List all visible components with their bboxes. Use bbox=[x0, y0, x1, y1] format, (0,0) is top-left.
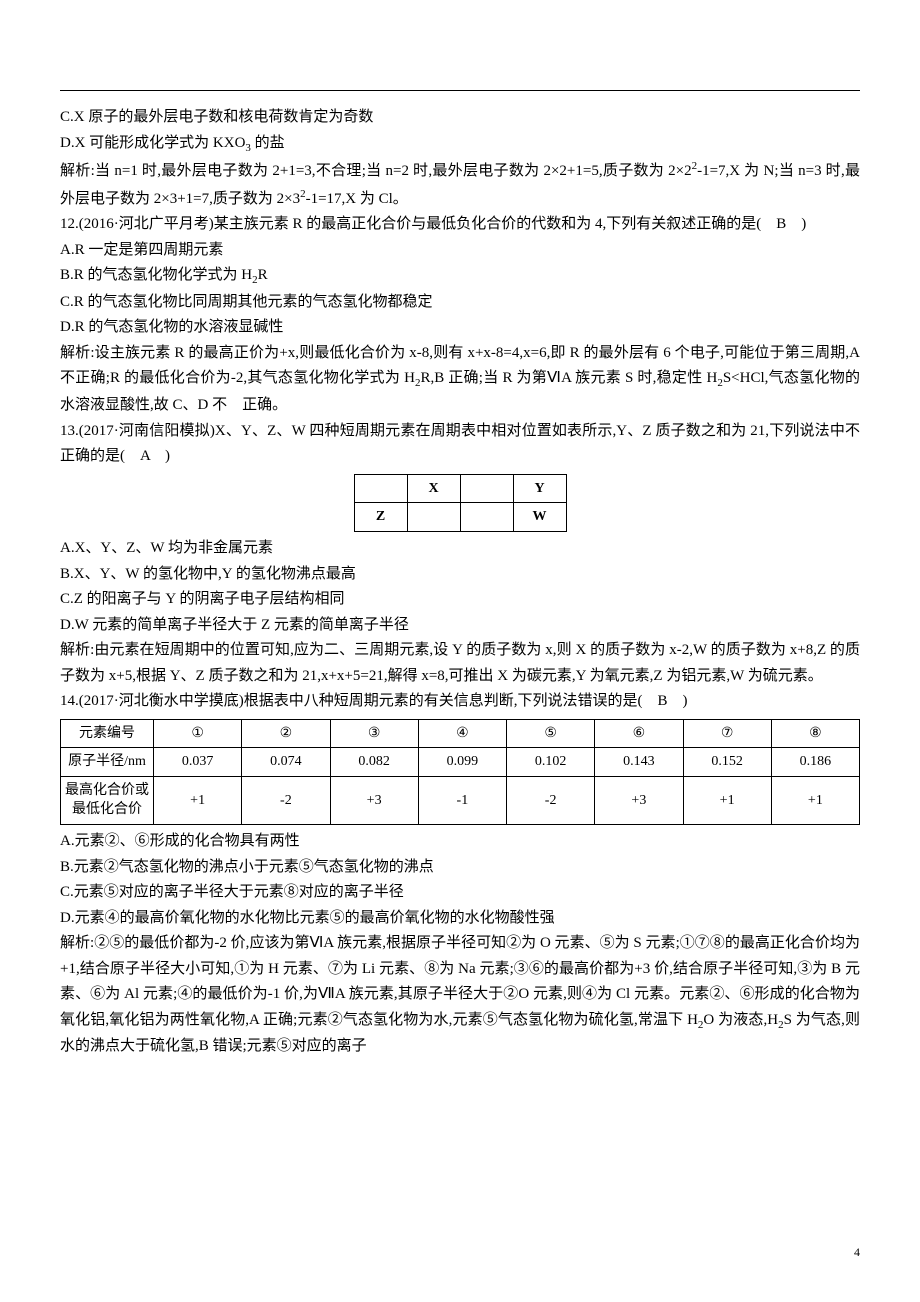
text: R bbox=[258, 267, 268, 283]
position-table: X Y Z W bbox=[354, 474, 567, 533]
q11-option-c: C.X 原子的最外层电子数和核电荷数肯定为奇数 bbox=[60, 105, 860, 131]
text: 解析:当 n=1 时,最外层电子数为 2+1=3,不合理;当 n=2 时,最外层… bbox=[60, 163, 692, 179]
q12-option-c: C.R 的气态氢化物比同周期其他元素的气态氢化物都稳定 bbox=[60, 290, 860, 316]
header-cell: ④ bbox=[418, 719, 506, 748]
table-row: 元素编号 ① ② ③ ④ ⑤ ⑥ ⑦ ⑧ bbox=[61, 719, 860, 748]
cell: X bbox=[407, 474, 460, 503]
q13-stem: 13.(2017·河南信阳模拟)X、Y、Z、W 四种短周期元素在周期表中相对位置… bbox=[60, 419, 860, 470]
q14-option-d: D.元素④的最高价氧化物的水化物比元素⑤的最高价氧化物的水化物酸性强 bbox=[60, 906, 860, 932]
q12-option-a: A.R 一定是第四周期元素 bbox=[60, 238, 860, 264]
cell bbox=[354, 474, 407, 503]
q11-answer: 解析:当 n=1 时,最外层电子数为 2+1=3,不合理;当 n=2 时,最外层… bbox=[60, 157, 860, 212]
page-number: 4 bbox=[854, 1242, 860, 1262]
table-row: Z W bbox=[354, 503, 566, 532]
header-cell: 元素编号 bbox=[61, 719, 154, 748]
header-cell: ⑥ bbox=[595, 719, 683, 748]
row-label: 原子半径/nm bbox=[61, 748, 154, 777]
cell: -2 bbox=[242, 776, 330, 824]
cell: +1 bbox=[154, 776, 242, 824]
cell: 0.186 bbox=[771, 748, 859, 777]
cell: +3 bbox=[330, 776, 418, 824]
header-cell: ⑤ bbox=[507, 719, 595, 748]
row-label: 最高化合价或最低化合价 bbox=[61, 776, 154, 824]
q11-option-d: D.X 可能形成化学式为 KXO3 的盐 bbox=[60, 131, 860, 158]
q12-option-d: D.R 的气态氢化物的水溶液显碱性 bbox=[60, 315, 860, 341]
cell: -2 bbox=[507, 776, 595, 824]
cell bbox=[460, 474, 513, 503]
cell: 0.143 bbox=[595, 748, 683, 777]
q13-answer: 解析:由元素在短周期中的位置可知,应为二、三周期元素,设 Y 的质子数为 x,则… bbox=[60, 638, 860, 689]
table-row: 原子半径/nm 0.037 0.074 0.082 0.099 0.102 0.… bbox=[61, 748, 860, 777]
table-row: 最高化合价或最低化合价 +1 -2 +3 -1 -2 +3 +1 +1 bbox=[61, 776, 860, 824]
q13-option-c: C.Z 的阳离子与 Y 的阴离子电子层结构相同 bbox=[60, 587, 860, 613]
cell: 0.082 bbox=[330, 748, 418, 777]
q14-answer: 解析:②⑤的最低价都为-2 价,应该为第ⅥA 族元素,根据原子半径可知②为 O … bbox=[60, 931, 860, 1060]
header-cell: ③ bbox=[330, 719, 418, 748]
q14-option-c: C.元素⑤对应的离子半径大于元素⑧对应的离子半径 bbox=[60, 880, 860, 906]
text: B.R 的气态氢化物化学式为 H bbox=[60, 267, 252, 283]
cell: Y bbox=[513, 474, 566, 503]
cell: +3 bbox=[595, 776, 683, 824]
q12-answer: 解析:设主族元素 R 的最高正价为+x,则最低化合价为 x-8,则有 x+x-8… bbox=[60, 341, 860, 419]
cell: 0.152 bbox=[683, 748, 771, 777]
q14-option-a: A.元素②、⑥形成的化合物具有两性 bbox=[60, 829, 860, 855]
header-cell: ⑧ bbox=[771, 719, 859, 748]
table-row: X Y bbox=[354, 474, 566, 503]
text: D.X 可能形成化学式为 KXO bbox=[60, 135, 245, 151]
header-cell: ① bbox=[154, 719, 242, 748]
q13-option-a: A.X、Y、Z、W 均为非金属元素 bbox=[60, 536, 860, 562]
q12-option-b: B.R 的气态氢化物化学式为 H2R bbox=[60, 263, 860, 290]
header-cell: ② bbox=[242, 719, 330, 748]
text: O 为液态,H bbox=[703, 1012, 778, 1028]
cell: +1 bbox=[683, 776, 771, 824]
cell: 0.074 bbox=[242, 748, 330, 777]
cell bbox=[460, 503, 513, 532]
q12-stem: 12.(2016·河北广平月考)某主族元素 R 的最高正化合价与最低负化合价的代… bbox=[60, 212, 860, 238]
element-data-table: 元素编号 ① ② ③ ④ ⑤ ⑥ ⑦ ⑧ 原子半径/nm 0.037 0.074… bbox=[60, 719, 860, 825]
q14-option-b: B.元素②气态氢化物的沸点小于元素⑤气态氢化物的沸点 bbox=[60, 855, 860, 881]
text: -1=17,X 为 Cl。 bbox=[306, 191, 408, 207]
header-cell: ⑦ bbox=[683, 719, 771, 748]
text: R,B 正确;当 R 为第ⅥA 族元素 S 时,稳定性 H bbox=[420, 370, 717, 386]
cell: 0.037 bbox=[154, 748, 242, 777]
cell: 0.102 bbox=[507, 748, 595, 777]
cell: -1 bbox=[418, 776, 506, 824]
cell bbox=[407, 503, 460, 532]
q13-option-d: D.W 元素的简单离子半径大于 Z 元素的简单离子半径 bbox=[60, 613, 860, 639]
header-rule bbox=[60, 90, 860, 91]
q14-stem: 14.(2017·河北衡水中学摸底)根据表中八种短周期元素的有关信息判断,下列说… bbox=[60, 689, 860, 715]
q13-option-b: B.X、Y、W 的氢化物中,Y 的氢化物沸点最高 bbox=[60, 562, 860, 588]
cell: 0.099 bbox=[418, 748, 506, 777]
cell: Z bbox=[354, 503, 407, 532]
cell: +1 bbox=[771, 776, 859, 824]
cell: W bbox=[513, 503, 566, 532]
text: 的盐 bbox=[251, 135, 285, 151]
